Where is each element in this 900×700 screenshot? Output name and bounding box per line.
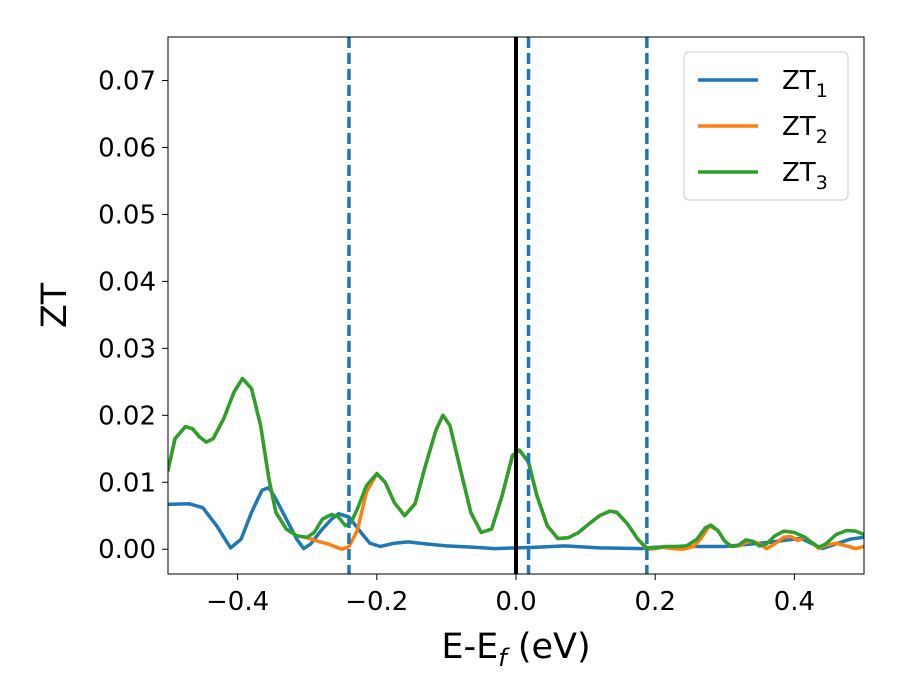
legend-box xyxy=(683,51,849,201)
y-axis-label: ZT xyxy=(35,282,75,328)
x-axis-label: E-Ef (eV) xyxy=(441,627,590,672)
x-axis-label-unit: (eV) xyxy=(507,627,591,667)
y-tick-label: 0.03 xyxy=(98,334,156,364)
plot-lines-group xyxy=(168,37,864,574)
legend-label-sub: 3 xyxy=(816,172,828,194)
y-tick-label: 0.01 xyxy=(98,468,156,498)
legend-label-sub: 2 xyxy=(816,126,828,148)
x-tick-label: −0.4 xyxy=(206,587,269,617)
legend-label-main: ZT xyxy=(782,66,816,96)
y-tick-label: 0.02 xyxy=(98,401,156,431)
x-axis-label-main: E-E xyxy=(441,627,498,667)
legend-label-1: ZT1 xyxy=(782,66,828,102)
x-tick-label: 0.2 xyxy=(635,587,676,617)
y-tick-label: 0.07 xyxy=(98,67,156,97)
y-tick-label: 0.04 xyxy=(98,267,156,297)
y-tick-label: 0.00 xyxy=(98,535,156,565)
legend-label-main: ZT xyxy=(782,158,816,188)
legend-label-sub: 1 xyxy=(816,80,828,102)
x-tick-label: −0.2 xyxy=(345,587,408,617)
legend-label-3: ZT3 xyxy=(782,158,828,194)
legend-label-main: ZT xyxy=(782,112,816,142)
y-tick-label: 0.06 xyxy=(98,133,156,163)
legend-label-2: ZT2 xyxy=(782,112,828,148)
axes-group: −0.4 −0.2 0.0 0.2 0.4 0.00 0.01 0.02 0.03 0.04 0.0… xyxy=(35,36,865,672)
x-tick-label: 0.0 xyxy=(495,587,536,617)
y-tick-label: 0.05 xyxy=(98,200,156,230)
x-tick-label: 0.4 xyxy=(774,587,815,617)
